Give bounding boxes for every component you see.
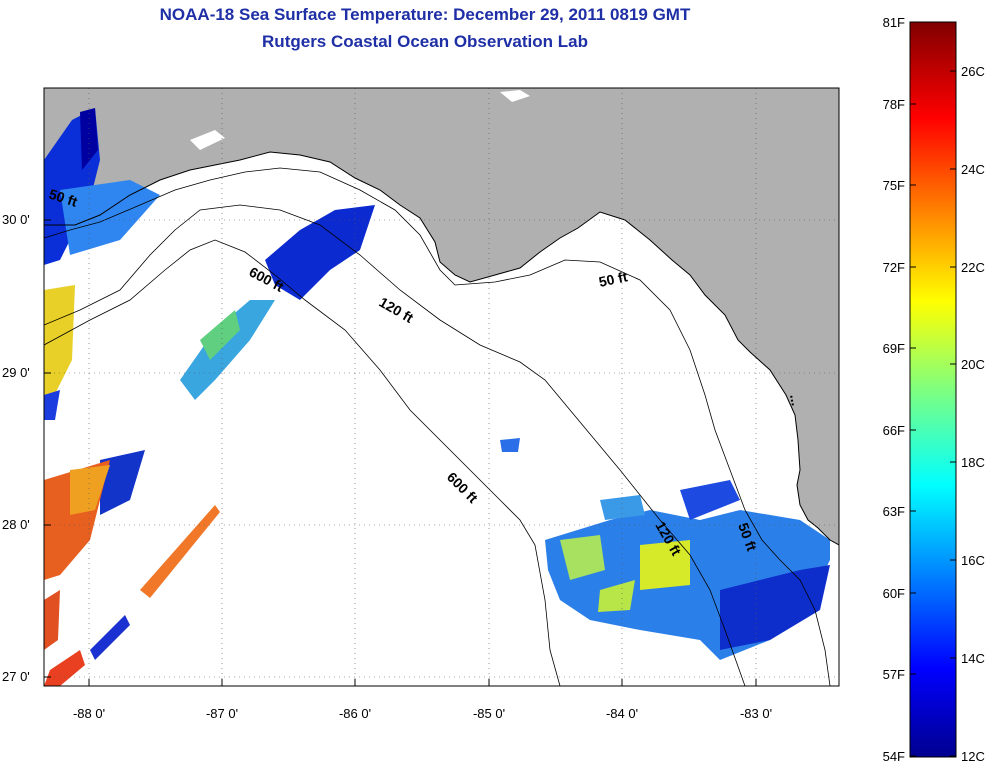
land-mass [44,88,839,545]
lat-tick-label: 28 0' [2,517,30,532]
contour-120ft [44,204,746,686]
tick-marks [44,219,757,686]
lat-tick-label: 27 0' [2,669,30,684]
lat-tick-label: 30 0' [2,212,30,227]
colorbar-f-label: 54F [883,749,905,764]
map-subtitle: Rutgers Coastal Ocean Observation Lab [262,32,588,51]
colorbar-f-label: 60F [883,586,905,601]
lon-tick-label: -87 0' [206,706,238,721]
colorbar-f-label: 66F [883,423,905,438]
lake [500,90,530,102]
colorbar [909,21,957,758]
colorbar-f-label: 78F [883,97,905,112]
colorbar-f-label: 72F [883,260,905,275]
colorbar-f-label: 57F [883,667,905,682]
map-title: NOAA-18 Sea Surface Temperature: Decembe… [159,5,691,24]
lon-tick-label: -86 0' [339,706,371,721]
contour-50ft [44,167,831,686]
colorbar-f-label: 81F [883,15,905,30]
contour-label: ... [787,393,805,407]
lon-tick-label: -84 0' [606,706,638,721]
map-border [43,87,840,687]
bay [190,130,225,150]
colorbar-c-label: 12C [961,749,985,764]
contour-600ft [44,239,561,686]
colorbar-f-label: 69F [883,341,905,356]
colorbar-f-label: 63F [883,504,905,519]
contour-label: 50 ft [597,268,629,290]
colorbar-c-label: 20C [961,357,985,372]
coastline [44,151,839,546]
lon-tick-label: -85 0' [473,706,505,721]
colorbar-c-label: 26C [961,64,985,79]
colorbar-c-label: 16C [961,553,985,568]
colorbar-c-label: 18C [961,455,985,470]
lon-tick-label: -88 0' [73,706,105,721]
colorbar-c-label: 14C [961,651,985,666]
colorbar-c-label: 22C [961,260,985,275]
colorbar-f-label: 75F [883,178,905,193]
lat-tick-label: 29 0' [2,365,30,380]
sst-patches [44,108,830,686]
lon-tick-label: -83 0' [740,706,772,721]
colorbar-c-label: 24C [961,162,985,177]
colorbar-ticks [910,21,956,757]
